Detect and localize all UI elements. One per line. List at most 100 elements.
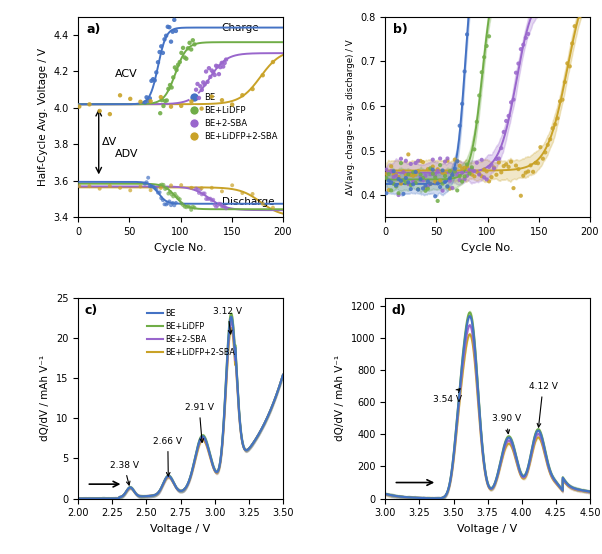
Point <box>445 176 455 185</box>
Point <box>164 23 174 32</box>
Point <box>213 201 222 210</box>
Point <box>210 201 220 209</box>
Point <box>75 182 84 191</box>
Point <box>538 154 548 163</box>
Point <box>153 188 163 197</box>
Point <box>143 96 153 105</box>
Point <box>411 158 420 167</box>
Point <box>382 189 391 198</box>
Point <box>394 175 403 183</box>
Point <box>511 68 521 77</box>
Point <box>408 171 418 180</box>
Point <box>207 183 217 192</box>
Point <box>428 170 438 178</box>
Point <box>389 167 399 176</box>
Point <box>401 156 411 165</box>
Point <box>492 170 501 179</box>
Point <box>506 98 516 107</box>
Point <box>492 155 501 163</box>
Point <box>115 91 125 100</box>
Point <box>472 167 482 176</box>
Point <box>516 191 526 200</box>
Point <box>391 170 401 179</box>
Point <box>477 172 486 181</box>
Point <box>217 58 226 67</box>
Point <box>423 165 433 173</box>
Point <box>455 161 465 170</box>
Point <box>418 176 428 185</box>
Point <box>211 202 221 211</box>
Legend: BE, BE+LiDFP, BE+2-SBA, BE+LiDFP+2-SBA: BE, BE+LiDFP, BE+2-SBA, BE+LiDFP+2-SBA <box>185 92 279 142</box>
Point <box>447 171 457 180</box>
Point <box>501 160 511 169</box>
Point <box>403 179 413 188</box>
Point <box>474 170 484 179</box>
Point <box>389 173 399 182</box>
Point <box>406 171 415 179</box>
Text: 2.66 V: 2.66 V <box>154 437 182 476</box>
Point <box>394 191 403 199</box>
Point <box>389 170 399 179</box>
Point <box>216 63 225 71</box>
Point <box>165 187 175 196</box>
Point <box>426 164 435 173</box>
Point <box>453 157 462 166</box>
Point <box>406 160 415 168</box>
Point <box>408 168 418 177</box>
Point <box>204 194 214 203</box>
Point <box>430 171 440 180</box>
Point <box>175 58 185 66</box>
Point <box>442 156 452 165</box>
Text: b): b) <box>394 23 408 35</box>
Point <box>423 184 433 193</box>
Point <box>531 158 541 167</box>
Point <box>196 185 205 194</box>
Text: c): c) <box>84 304 98 317</box>
Point <box>506 157 516 166</box>
Point <box>403 150 413 159</box>
Point <box>428 165 438 174</box>
Text: 2.38 V: 2.38 V <box>110 461 138 485</box>
Point <box>203 194 213 203</box>
Point <box>211 61 221 70</box>
Point <box>217 96 227 105</box>
Point <box>197 85 206 94</box>
Point <box>450 155 459 164</box>
Point <box>183 202 193 211</box>
Text: a): a) <box>87 23 101 35</box>
Point <box>486 160 496 169</box>
Point <box>178 201 188 209</box>
Point <box>399 176 408 184</box>
Text: 2.91 V: 2.91 V <box>185 403 214 443</box>
Point <box>95 184 105 193</box>
Point <box>146 97 155 106</box>
Point <box>194 188 203 197</box>
Point <box>460 67 470 76</box>
Point <box>238 188 247 197</box>
Point <box>504 111 514 120</box>
Point <box>543 140 553 149</box>
Point <box>160 184 170 193</box>
Point <box>394 173 403 182</box>
Point <box>170 63 180 72</box>
Point <box>442 182 452 191</box>
Point <box>386 162 396 171</box>
Point <box>228 181 237 189</box>
Point <box>188 202 197 211</box>
Point <box>145 182 155 191</box>
Point <box>568 39 577 48</box>
Point <box>384 168 394 177</box>
Point <box>167 83 176 92</box>
Point <box>169 192 178 201</box>
Point <box>187 97 196 106</box>
Point <box>433 179 442 188</box>
Point <box>565 62 574 71</box>
Point <box>533 159 543 168</box>
Point <box>268 58 278 66</box>
Text: ADV: ADV <box>115 149 138 159</box>
Point <box>191 85 201 94</box>
Point <box>208 196 218 204</box>
Point <box>550 120 560 129</box>
Point <box>560 78 569 86</box>
Point <box>201 194 211 203</box>
